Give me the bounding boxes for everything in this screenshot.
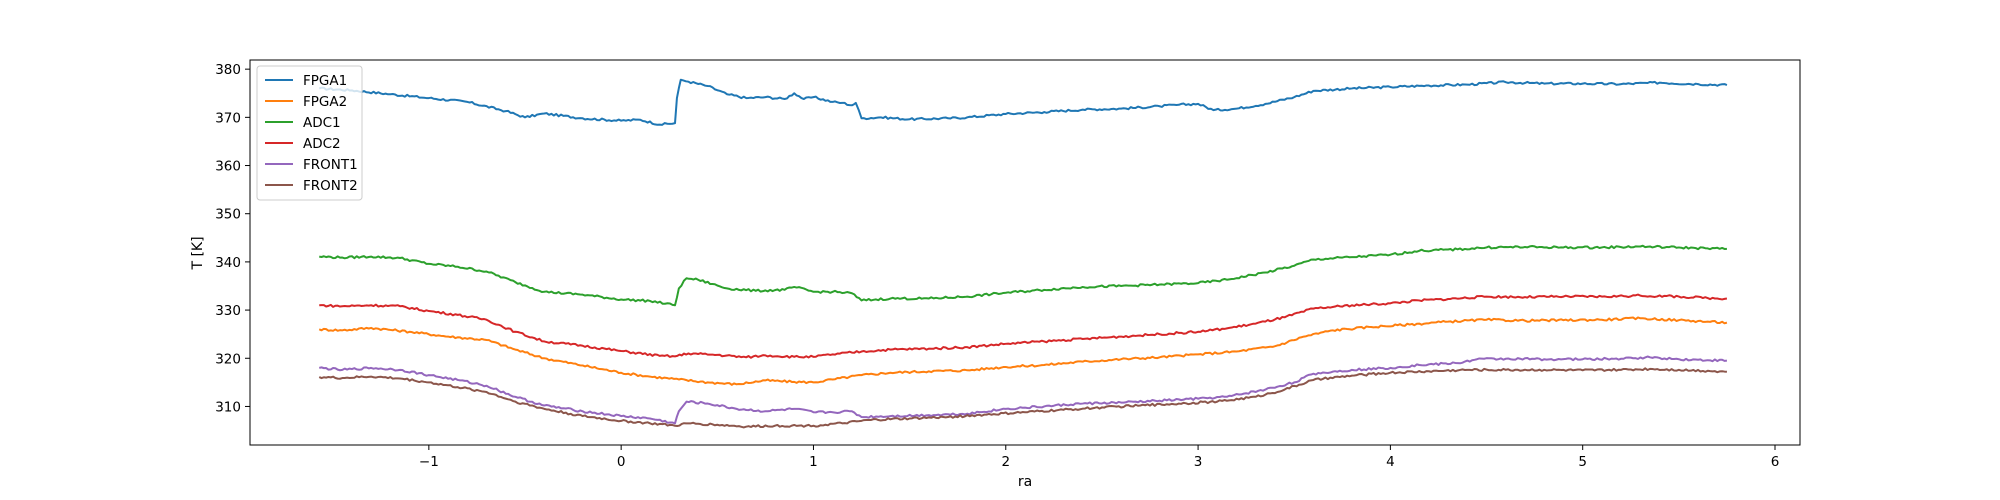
x-tick-label: 6	[1771, 454, 1780, 470]
x-tick-label: 5	[1578, 454, 1587, 470]
series-line-front2	[318, 367, 1727, 429]
y-tick-label: 310	[215, 399, 241, 415]
y-tick-label: 370	[215, 110, 241, 126]
x-tick-label: 1	[809, 454, 818, 470]
y-tick-label: 320	[215, 351, 241, 367]
series-line-fpga2	[318, 316, 1728, 386]
x-tick-label: 0	[617, 454, 626, 470]
y-tick-label: 330	[215, 303, 241, 319]
y-tick-label: 360	[215, 159, 241, 175]
y-tick-label: 350	[215, 207, 241, 223]
x-axis-label: ra	[1018, 474, 1032, 490]
series-line-fpga1	[318, 78, 1728, 126]
legend-box	[256, 65, 363, 201]
series-layer	[318, 78, 1728, 429]
y-tick-label: 380	[215, 62, 241, 78]
legend-label: FRONT1	[303, 157, 358, 173]
series-line-adc2	[319, 293, 1728, 359]
y-tick-label: 340	[215, 255, 241, 271]
legend-label: FPGA1	[303, 73, 347, 89]
x-tick-label: 2	[1001, 454, 1010, 470]
legend-label: FPGA2	[303, 94, 347, 110]
series-line-adc1	[319, 244, 1727, 307]
x-axis: −1 0 1 2 3 4 5 6	[419, 445, 1779, 470]
x-tick-label: 3	[1194, 454, 1203, 470]
legend-label: ADC1	[303, 115, 341, 131]
legend-label: ADC2	[303, 136, 341, 152]
y-axis: 310 320 330 340 350 360 370 380	[215, 62, 250, 415]
legend-label: FRONT2	[303, 178, 358, 194]
x-tick-label: −1	[419, 454, 439, 470]
legend: FPGA1 FPGA2 ADC1 ADC2 FRONT1 FRONT2	[256, 65, 363, 201]
plot-area	[250, 60, 1800, 445]
x-tick-label: 4	[1386, 454, 1395, 470]
y-axis-label: T [K]	[190, 236, 206, 270]
series-line-front1	[319, 355, 1728, 425]
plot-frame	[249, 59, 1801, 446]
